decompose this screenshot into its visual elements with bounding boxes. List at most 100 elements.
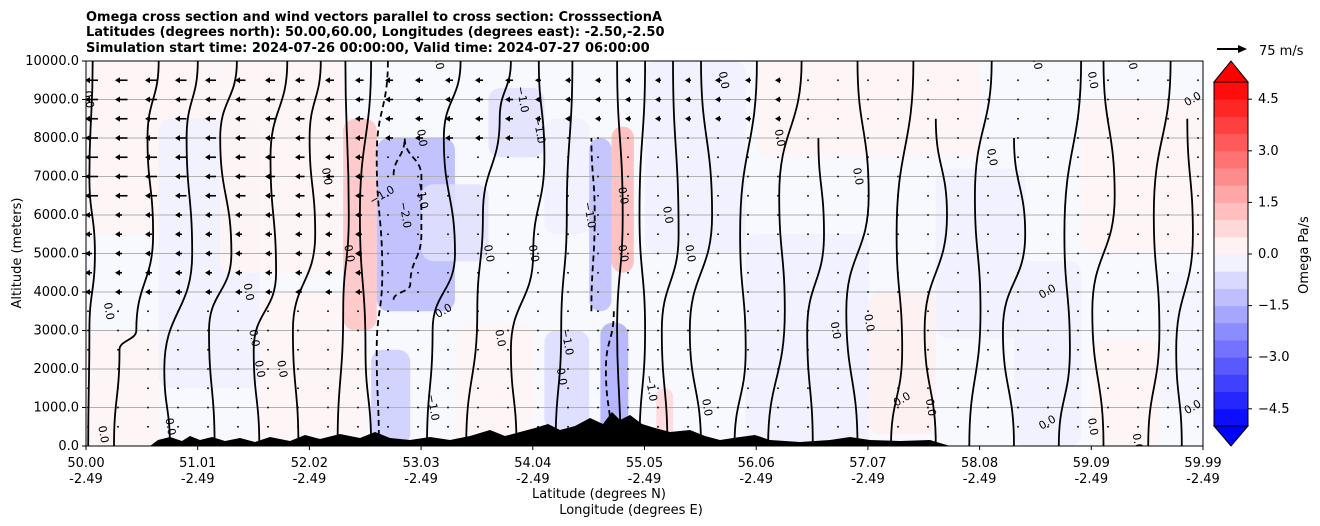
wind-vector-head <box>115 173 120 180</box>
wind-vector <box>567 156 569 159</box>
wind-vector <box>1047 329 1049 332</box>
wind-vector-head <box>325 77 330 84</box>
wind-vector <box>87 368 89 370</box>
wind-vector <box>867 310 869 313</box>
wind-vector <box>387 425 389 428</box>
wind-vector-head <box>325 135 330 141</box>
wind-vector-head <box>86 154 90 161</box>
wind-vector <box>567 291 569 293</box>
wind-vector <box>447 233 449 236</box>
wind-vector <box>777 406 779 409</box>
wind-vector-head <box>235 269 240 276</box>
wind-vector <box>507 329 509 332</box>
wind-vector <box>657 233 659 236</box>
wind-vector <box>147 368 149 370</box>
wind-vector <box>267 425 269 428</box>
wind-vector <box>807 310 809 313</box>
contour-label: 0.0 <box>246 328 262 347</box>
wind-vector <box>1017 387 1019 390</box>
wind-vector <box>1047 233 1049 236</box>
wind-vector <box>177 368 179 370</box>
wind-vector <box>927 98 929 101</box>
contour-zero-line <box>806 137 825 446</box>
wind-vector <box>987 425 989 428</box>
wind-vector <box>447 194 449 197</box>
y-tick-label: 6000.0 <box>34 208 80 223</box>
wind-vector <box>1137 425 1139 428</box>
wind-vector <box>87 329 89 332</box>
colorbar-segment <box>1214 357 1248 375</box>
contour-zero-line <box>660 61 680 446</box>
wind-vector <box>657 291 659 293</box>
wind-vector <box>927 214 929 216</box>
wind-vector <box>1167 425 1169 428</box>
wind-vector-head <box>535 115 540 122</box>
wind-vector <box>567 425 569 428</box>
omega-region <box>544 330 590 431</box>
wind-vector <box>567 387 569 390</box>
contour-label: 0.0 <box>1085 417 1101 436</box>
wind-vector <box>387 271 389 274</box>
wind-vector <box>957 175 959 178</box>
contour-negative-line <box>590 137 596 312</box>
wind-vector-head <box>295 289 300 295</box>
wind-vector <box>537 252 539 255</box>
wind-vector <box>867 348 869 351</box>
wind-vector-head <box>205 289 210 295</box>
wind-vector <box>207 406 209 409</box>
y-tick-label: 10000.0 <box>25 54 79 69</box>
wind-vector-head <box>295 173 300 180</box>
wind-vector <box>1197 348 1199 351</box>
wind-vector <box>1167 368 1169 370</box>
contour-label: 0.0 <box>716 70 732 89</box>
wind-vector <box>387 348 389 351</box>
wind-vector-head <box>235 154 240 161</box>
colorbar-segment <box>1214 254 1248 272</box>
wind-vector-head <box>325 289 330 295</box>
wind-vector <box>717 368 719 370</box>
wind-vector <box>597 310 599 313</box>
wind-vector <box>807 194 809 197</box>
wind-vector <box>1197 329 1199 332</box>
contour-label: 0.0 <box>861 313 877 332</box>
wind-vector <box>537 329 539 332</box>
contour-label: 0.0 <box>274 359 290 378</box>
wind-vector-head <box>355 96 360 103</box>
wind-vector-head <box>295 77 300 84</box>
wind-vector <box>537 291 539 293</box>
wind-vector-head <box>535 77 540 84</box>
wind-vector <box>627 368 629 370</box>
wind-vector <box>657 329 659 332</box>
wind-vector <box>867 368 869 370</box>
wind-vector <box>1107 214 1109 216</box>
wind-vector <box>837 117 839 120</box>
omega-region <box>371 349 411 446</box>
wind-vector-head <box>745 115 750 122</box>
wind-vector-head <box>205 154 210 161</box>
wind-vector <box>717 310 719 313</box>
wind-vector <box>507 310 509 313</box>
contour-label: −1.0 <box>559 328 576 357</box>
wind-vector <box>777 368 779 370</box>
wind-vector <box>657 425 659 428</box>
wind-vector <box>987 194 989 197</box>
wind-vector <box>1047 98 1049 101</box>
wind-vector <box>1107 387 1109 390</box>
wind-vector <box>417 252 419 255</box>
wind-vector <box>387 387 389 390</box>
wind-vector <box>1137 271 1139 274</box>
wind-vector <box>597 214 599 216</box>
contour-zero-line <box>208 61 238 446</box>
contour-label: 0.0 <box>481 244 497 263</box>
wind-vector <box>957 291 959 293</box>
wind-vector <box>1077 406 1079 409</box>
colorbar-tick-label: 4.5 <box>1258 92 1279 107</box>
contour-label: −1.0 <box>581 201 598 230</box>
wind-vector <box>717 252 719 255</box>
wind-vector <box>807 348 809 351</box>
wind-vector-head <box>145 135 150 141</box>
wind-vector-head <box>175 115 180 122</box>
wind-vector <box>927 368 929 370</box>
wind-vector-head <box>595 77 600 84</box>
contour-label: 0.0 <box>241 282 257 301</box>
